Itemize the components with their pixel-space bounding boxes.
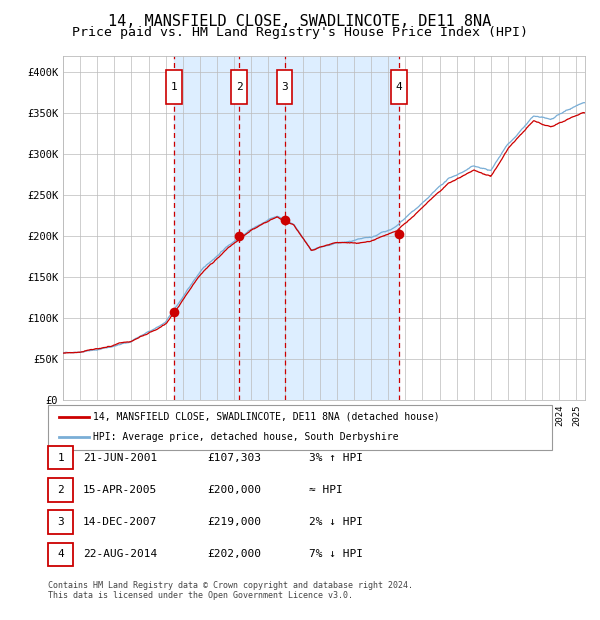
Text: 21-JUN-2001: 21-JUN-2001 bbox=[83, 453, 157, 463]
Text: 7% ↓ HPI: 7% ↓ HPI bbox=[309, 549, 363, 559]
FancyBboxPatch shape bbox=[277, 69, 292, 104]
Text: 1: 1 bbox=[57, 453, 64, 463]
Bar bbox=[174, 56, 399, 400]
Text: 14, MANSFIELD CLOSE, SWADLINCOTE, DE11 8NA (detached house): 14, MANSFIELD CLOSE, SWADLINCOTE, DE11 8… bbox=[93, 412, 440, 422]
Text: 3% ↑ HPI: 3% ↑ HPI bbox=[309, 453, 363, 463]
Text: 3: 3 bbox=[57, 517, 64, 527]
Text: 15-APR-2005: 15-APR-2005 bbox=[83, 485, 157, 495]
Text: 14, MANSFIELD CLOSE, SWADLINCOTE, DE11 8NA: 14, MANSFIELD CLOSE, SWADLINCOTE, DE11 8… bbox=[109, 14, 491, 29]
Text: 22-AUG-2014: 22-AUG-2014 bbox=[83, 549, 157, 559]
FancyBboxPatch shape bbox=[231, 69, 247, 104]
Text: 14-DEC-2007: 14-DEC-2007 bbox=[83, 517, 157, 527]
Text: 2: 2 bbox=[57, 485, 64, 495]
Text: £107,303: £107,303 bbox=[207, 453, 261, 463]
Text: This data is licensed under the Open Government Licence v3.0.: This data is licensed under the Open Gov… bbox=[48, 591, 353, 600]
Text: 4: 4 bbox=[57, 549, 64, 559]
Text: 4: 4 bbox=[396, 82, 403, 92]
Text: 2: 2 bbox=[236, 82, 242, 92]
Text: 2% ↓ HPI: 2% ↓ HPI bbox=[309, 517, 363, 527]
FancyBboxPatch shape bbox=[166, 69, 182, 104]
Text: 1: 1 bbox=[170, 82, 177, 92]
Text: £219,000: £219,000 bbox=[207, 517, 261, 527]
Text: Contains HM Land Registry data © Crown copyright and database right 2024.: Contains HM Land Registry data © Crown c… bbox=[48, 581, 413, 590]
FancyBboxPatch shape bbox=[391, 69, 407, 104]
Text: Price paid vs. HM Land Registry's House Price Index (HPI): Price paid vs. HM Land Registry's House … bbox=[72, 26, 528, 39]
Text: £202,000: £202,000 bbox=[207, 549, 261, 559]
Text: HPI: Average price, detached house, South Derbyshire: HPI: Average price, detached house, Sout… bbox=[93, 432, 398, 443]
Text: £200,000: £200,000 bbox=[207, 485, 261, 495]
Text: ≈ HPI: ≈ HPI bbox=[309, 485, 343, 495]
Text: 3: 3 bbox=[281, 82, 288, 92]
